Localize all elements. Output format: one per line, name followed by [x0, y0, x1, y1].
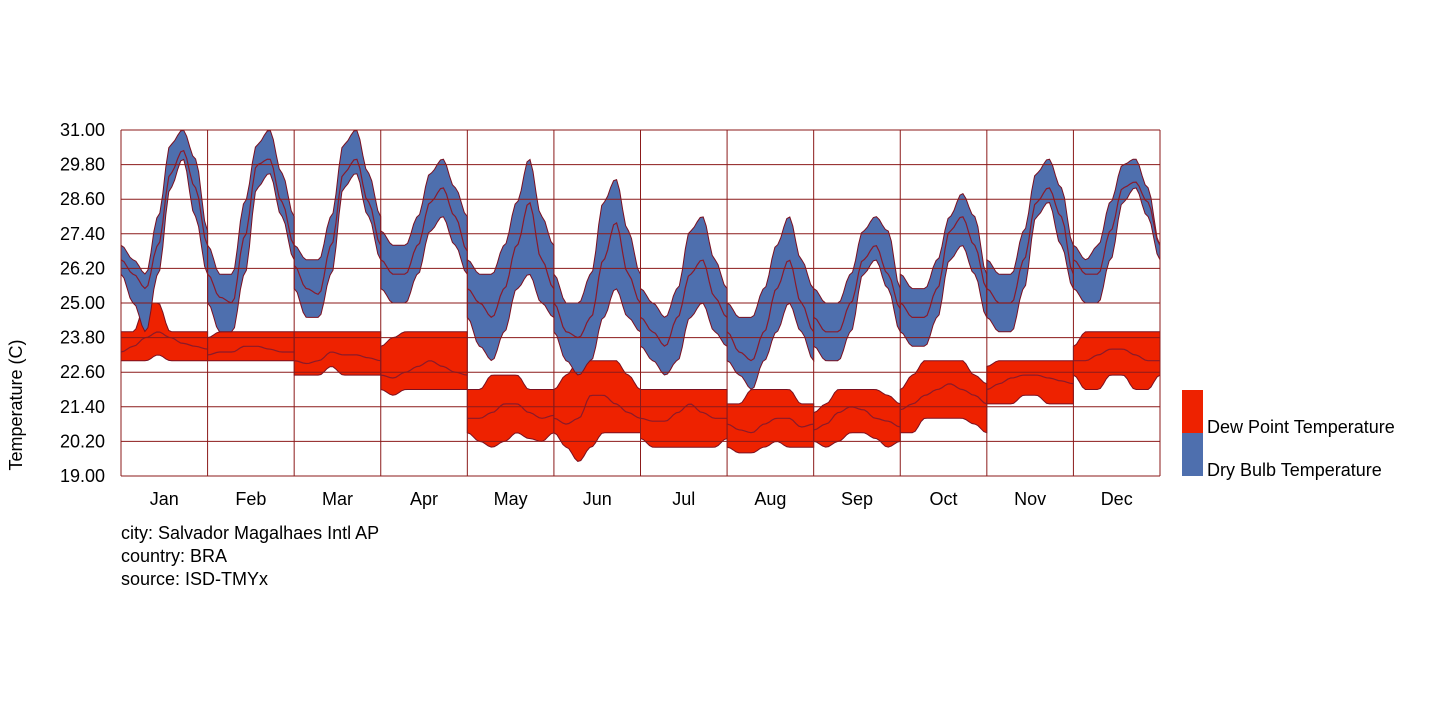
mean-line-jul — [640, 259, 728, 347]
series-layer — [120, 129, 1161, 462]
month-label-feb: Feb — [235, 489, 266, 509]
band-sep — [813, 216, 901, 362]
mean-line-oct — [900, 383, 988, 411]
mean-line-dec — [1073, 181, 1161, 275]
legend-label-dry-bulb: Dry Bulb Temperature — [1207, 460, 1382, 480]
y-tick-label: 28.60 — [60, 189, 105, 209]
band-jun — [553, 360, 641, 462]
legend-label-dew-point: Dew Point Temperature — [1207, 417, 1395, 437]
grid-layer — [120, 129, 1161, 477]
band-may — [466, 158, 555, 362]
mean-line-sep — [813, 245, 901, 333]
mean-line-dec — [1073, 348, 1160, 362]
month-label-oct: Oct — [930, 489, 958, 509]
month-label-apr: Apr — [410, 489, 438, 509]
legend-swatch-dew-point — [1182, 390, 1203, 433]
y-axis-ticks: 31.00 29.80 28.60 27.40 26.20 25.00 23.80 22.60… — [60, 120, 105, 486]
mean-line-aug — [726, 259, 815, 362]
y-tick-label: 31.00 — [60, 120, 105, 140]
band-jan — [120, 302, 209, 362]
mean-line-jan — [120, 149, 209, 290]
source-label: source: ISD-TMYx — [121, 569, 269, 589]
month-label-jun: Jun — [583, 489, 612, 509]
mean-line-jun — [553, 221, 641, 339]
y-tick-label: 23.80 — [60, 328, 105, 348]
band-dec — [1072, 158, 1161, 304]
mean-line-mar — [293, 158, 382, 296]
mean-line-sep — [813, 406, 901, 431]
month-label-dec: Dec — [1101, 489, 1133, 509]
y-tick-label: 20.20 — [60, 431, 105, 451]
mean-line-nov — [986, 374, 1074, 391]
month-label-mar: Mar — [322, 489, 353, 509]
y-axis-label: Temperature (C) — [6, 339, 26, 470]
mean-line-oct — [899, 216, 988, 318]
plot-area — [120, 129, 1161, 477]
band-may — [466, 374, 555, 448]
band-feb — [207, 129, 295, 333]
y-tick-label: 27.40 — [60, 224, 105, 244]
y-tick-label: 21.40 — [60, 397, 105, 417]
y-tick-label: 22.60 — [60, 362, 105, 382]
mean-line-jun — [553, 394, 641, 425]
month-label-aug: Aug — [754, 489, 786, 509]
city-label: city: Salvador Magalhaes Intl AP — [121, 523, 380, 543]
country-label: country: BRA — [121, 546, 228, 566]
mean-line-may — [466, 201, 555, 318]
month-label-jul: Jul — [672, 489, 695, 509]
mean-line-jan — [120, 331, 208, 353]
mean-line-jul — [640, 403, 728, 422]
mean-line-apr — [380, 187, 468, 275]
mean-line-mar — [294, 351, 381, 365]
series-dew-point — [120, 302, 1161, 462]
band-jun — [553, 178, 641, 376]
mean-line-feb — [207, 345, 295, 356]
month-label-sep: Sep — [841, 489, 873, 509]
x-axis-month-labels: Jan Feb Mar Apr May Jun Jul Aug Sep Oct Nov Dec — [150, 489, 1133, 509]
legend: Dew Point Temperature Dry Bulb Temperatur… — [1182, 390, 1395, 480]
band-oct — [899, 193, 988, 347]
band-nov — [986, 360, 1074, 405]
band-nov — [986, 158, 1074, 333]
y-tick-label: 29.80 — [60, 155, 105, 175]
band-oct — [899, 360, 988, 434]
y-tick-label: 26.20 — [60, 258, 105, 278]
y-tick-label: 19.00 — [60, 466, 105, 486]
month-label-nov: Nov — [1014, 489, 1046, 509]
mean-line-may — [467, 403, 554, 419]
mean-line-aug — [726, 417, 814, 434]
month-label-may: May — [494, 489, 528, 509]
y-tick-label: 25.00 — [60, 293, 105, 313]
band-jan — [120, 129, 209, 333]
legend-swatch-dry-bulb — [1182, 433, 1203, 476]
month-label-jan: Jan — [150, 489, 179, 509]
band-sep — [813, 389, 901, 448]
band-apr — [380, 158, 468, 304]
station-info: city: Salvador Magalhaes Intl AP country… — [121, 522, 379, 591]
mean-line-feb — [207, 158, 295, 304]
